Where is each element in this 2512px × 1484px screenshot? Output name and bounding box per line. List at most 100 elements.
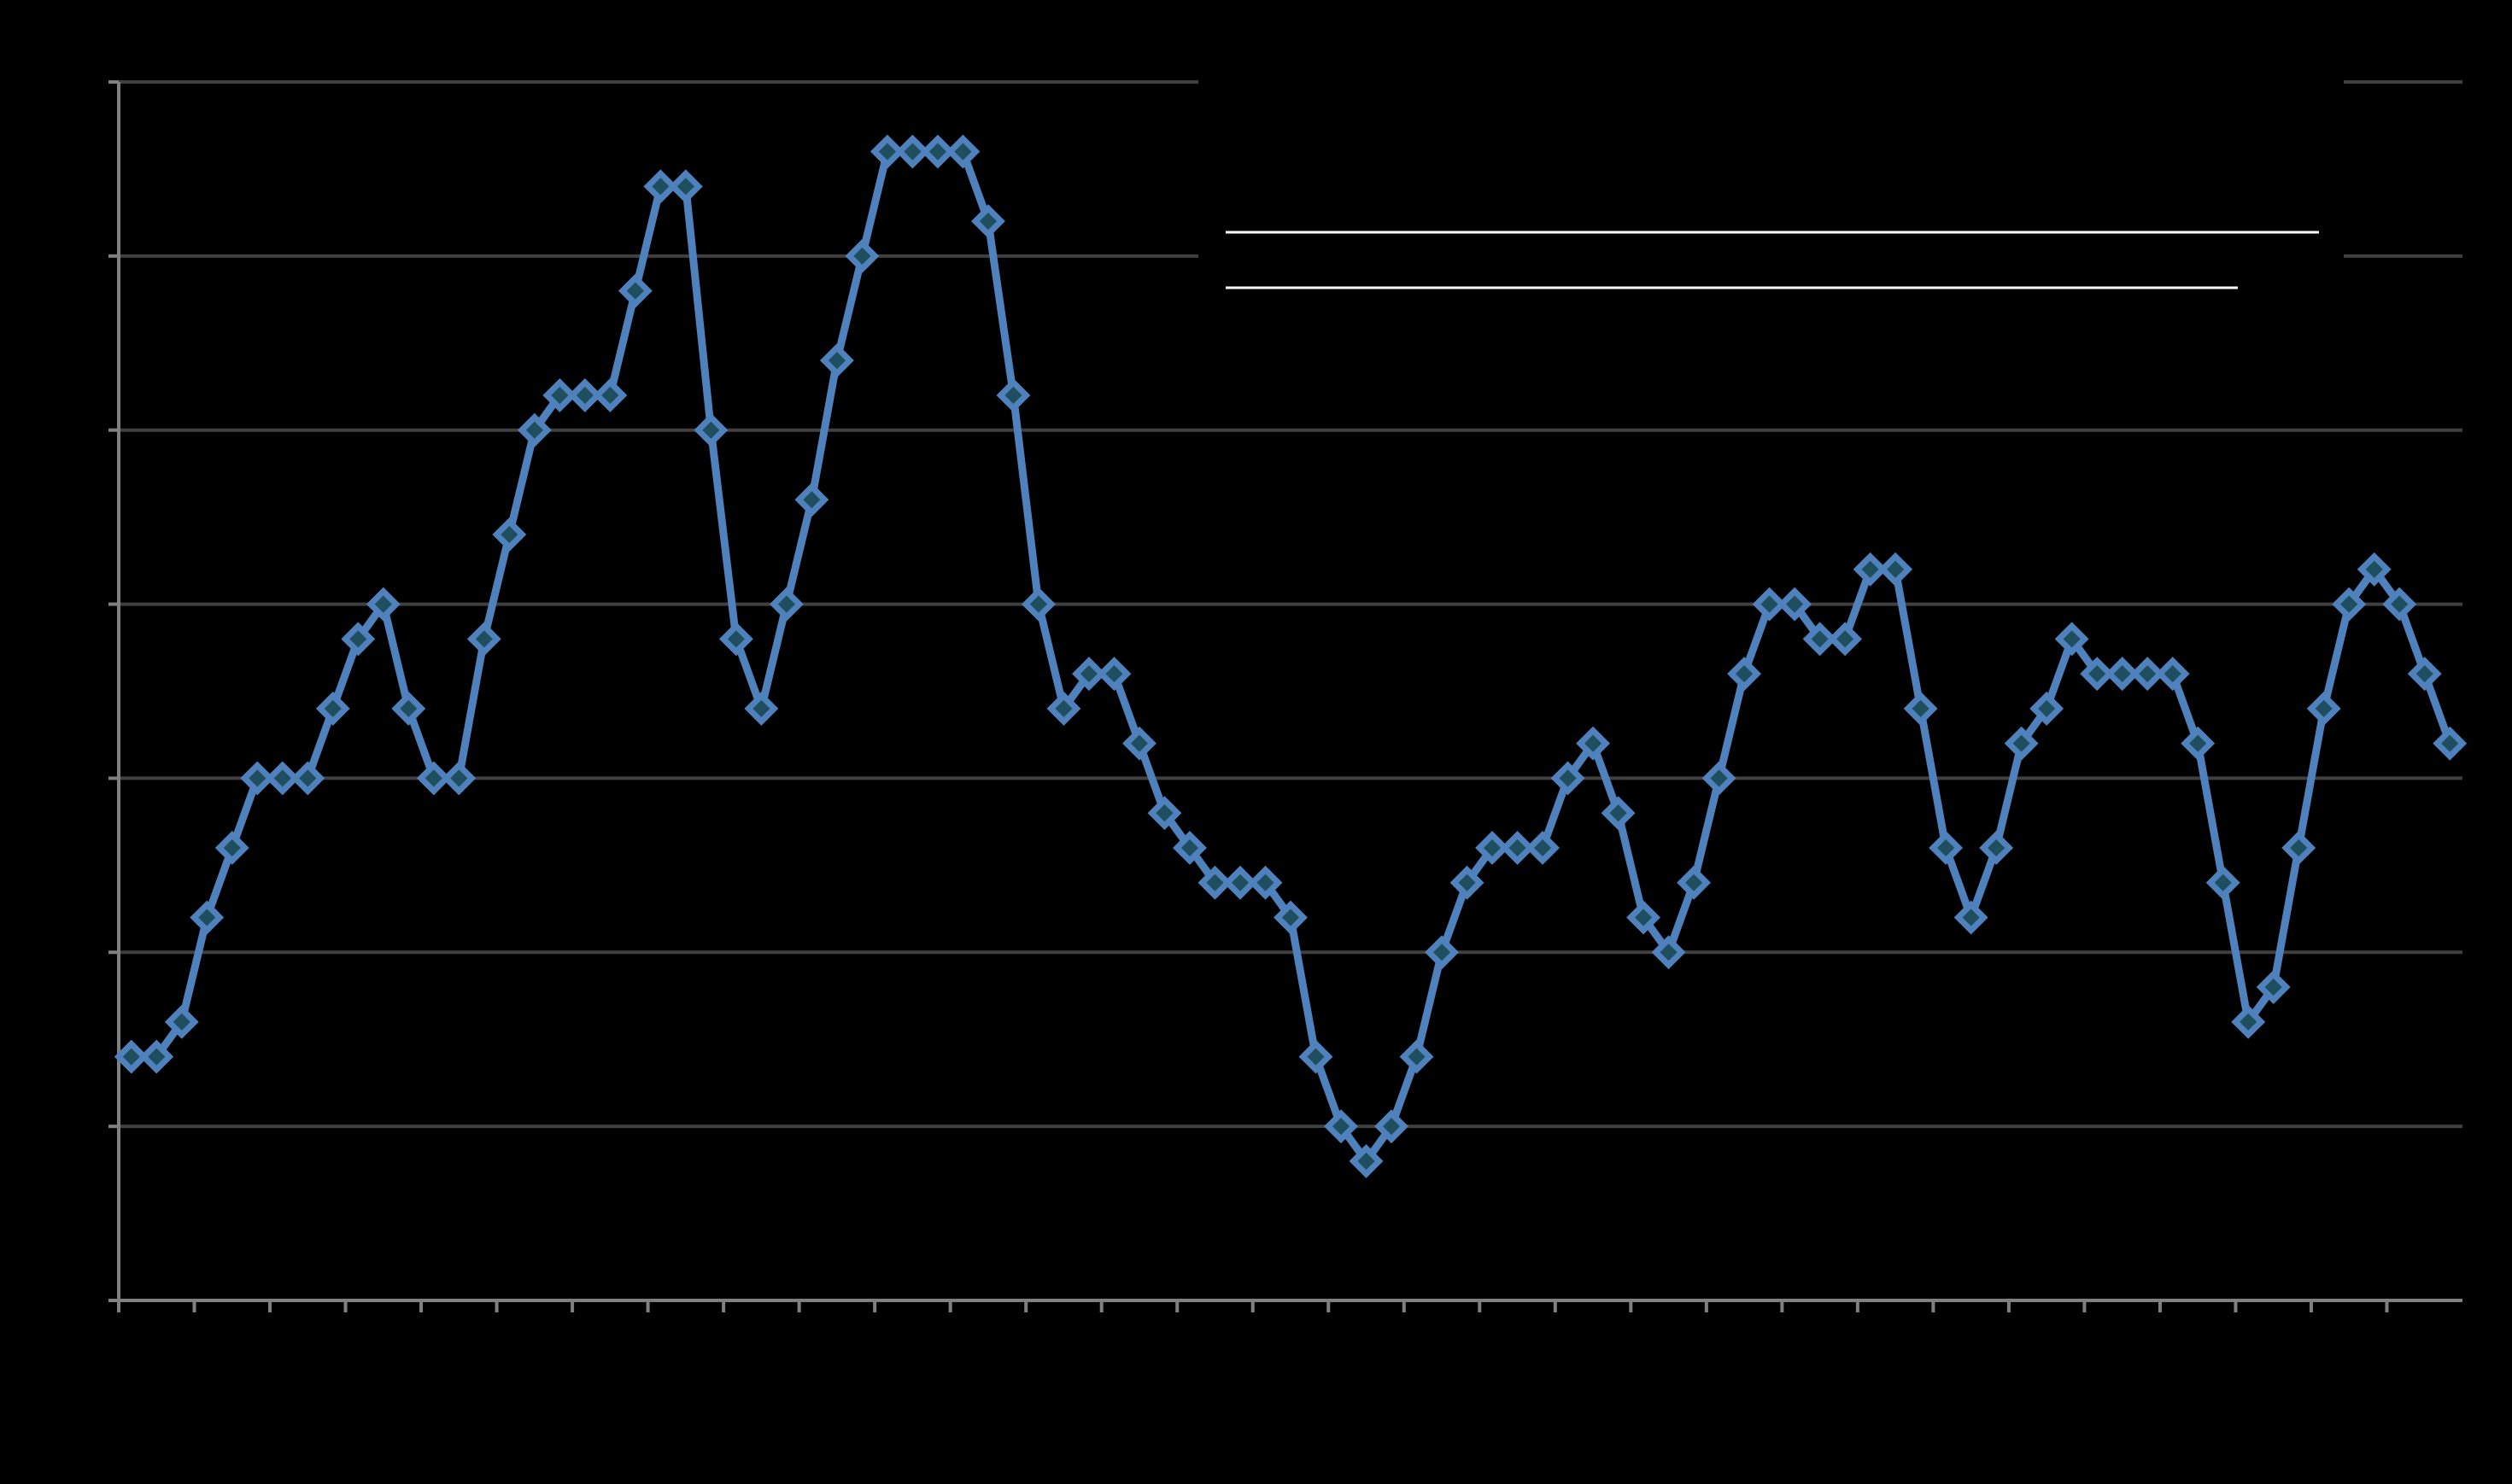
data-point bbox=[920, 134, 955, 169]
data-point bbox=[1853, 552, 1888, 587]
y-tick-label: 4 bbox=[85, 589, 98, 616]
data-point bbox=[1022, 587, 1056, 622]
data-point bbox=[769, 587, 804, 622]
data-point bbox=[819, 343, 854, 378]
data-point bbox=[517, 412, 552, 447]
data-point bbox=[1349, 1143, 1384, 1178]
data-point bbox=[1677, 865, 1712, 900]
data-point bbox=[1274, 900, 1308, 935]
data-point bbox=[694, 412, 729, 447]
data-point bbox=[2306, 691, 2341, 726]
data-point bbox=[2332, 587, 2367, 622]
data-point bbox=[1828, 622, 1863, 657]
data-point bbox=[593, 377, 628, 412]
data-point bbox=[643, 169, 678, 204]
data-point bbox=[870, 134, 905, 169]
data-point bbox=[2130, 657, 2165, 692]
y-tick-label: 1 bbox=[85, 1112, 98, 1138]
data-point bbox=[492, 517, 527, 552]
data-point bbox=[668, 169, 703, 204]
data-point bbox=[1878, 552, 1913, 587]
data-point bbox=[2105, 657, 2140, 692]
data-point bbox=[542, 377, 577, 412]
data-point bbox=[718, 622, 753, 657]
y-tick-label: 7 bbox=[85, 67, 98, 93]
data-point bbox=[1324, 1109, 1358, 1144]
data-point bbox=[2155, 657, 2190, 692]
data-point bbox=[1752, 587, 1787, 622]
y-tick-label: 6 bbox=[85, 241, 98, 267]
data-point bbox=[214, 831, 249, 865]
data-point bbox=[2080, 657, 2115, 692]
data-point bbox=[442, 761, 477, 796]
data-point bbox=[1929, 831, 1964, 865]
data-point bbox=[2357, 552, 2392, 587]
data-point bbox=[794, 482, 829, 517]
data-point bbox=[1046, 691, 1081, 726]
data-point bbox=[996, 377, 1031, 412]
data-point bbox=[567, 377, 602, 412]
y-tick-label: 2 bbox=[85, 938, 98, 964]
data-point bbox=[2205, 865, 2240, 900]
data-point bbox=[1777, 587, 1812, 622]
data-point bbox=[2281, 831, 2316, 865]
data-point bbox=[1601, 796, 1636, 831]
data-point bbox=[1197, 865, 1233, 900]
data-point bbox=[139, 1039, 174, 1074]
data-point bbox=[1802, 622, 1837, 657]
data-point bbox=[970, 204, 1005, 239]
data-point bbox=[946, 134, 981, 169]
data-point bbox=[2054, 622, 2089, 657]
data-point bbox=[1399, 1039, 1434, 1074]
data-point bbox=[1651, 935, 1686, 970]
y-tick-label: 3 bbox=[85, 763, 98, 790]
data-point bbox=[2382, 587, 2417, 622]
data-point bbox=[240, 761, 275, 796]
data-point bbox=[1475, 831, 1509, 865]
data-point bbox=[2029, 691, 2064, 726]
data-point bbox=[466, 622, 501, 657]
data-point bbox=[1248, 865, 1283, 900]
data-point bbox=[1173, 831, 1207, 865]
data-point bbox=[1576, 726, 1611, 761]
data-point bbox=[1425, 935, 1459, 970]
data-point bbox=[1122, 726, 1156, 761]
data-point bbox=[744, 691, 779, 726]
data-point bbox=[1147, 796, 1182, 831]
data-point bbox=[1979, 831, 2014, 865]
text-box bbox=[1198, 73, 2344, 320]
data-point bbox=[2231, 1004, 2266, 1039]
data-point bbox=[265, 761, 300, 796]
data-point bbox=[1097, 657, 1132, 692]
data-point bbox=[1903, 691, 1938, 726]
data-point bbox=[190, 900, 225, 935]
data-point bbox=[1701, 761, 1736, 796]
data-point bbox=[1449, 865, 1484, 900]
data-point bbox=[1550, 761, 1585, 796]
data-point bbox=[618, 273, 653, 308]
data-point bbox=[845, 238, 880, 273]
data-point bbox=[416, 761, 451, 796]
data-point bbox=[2181, 726, 2216, 761]
data-point bbox=[114, 1039, 149, 1074]
data-point bbox=[1374, 1109, 1408, 1144]
data-point bbox=[1626, 900, 1661, 935]
data-point bbox=[315, 691, 350, 726]
y-tick-label: 5 bbox=[85, 415, 98, 441]
data-point bbox=[1298, 1039, 1333, 1074]
data-point bbox=[2407, 657, 2442, 692]
data-point bbox=[164, 1004, 199, 1039]
data-point bbox=[895, 134, 930, 169]
data-point bbox=[1223, 865, 1257, 900]
data-point bbox=[290, 761, 325, 796]
y-tick-label: 0 bbox=[85, 1285, 98, 1312]
data-point bbox=[2433, 726, 2468, 761]
data-point bbox=[1500, 831, 1535, 865]
data-point bbox=[1525, 831, 1560, 865]
data-point bbox=[366, 587, 401, 622]
data-point bbox=[1953, 900, 1988, 935]
data-point bbox=[2256, 970, 2291, 1005]
data-point bbox=[391, 691, 426, 726]
data-point bbox=[341, 622, 376, 657]
